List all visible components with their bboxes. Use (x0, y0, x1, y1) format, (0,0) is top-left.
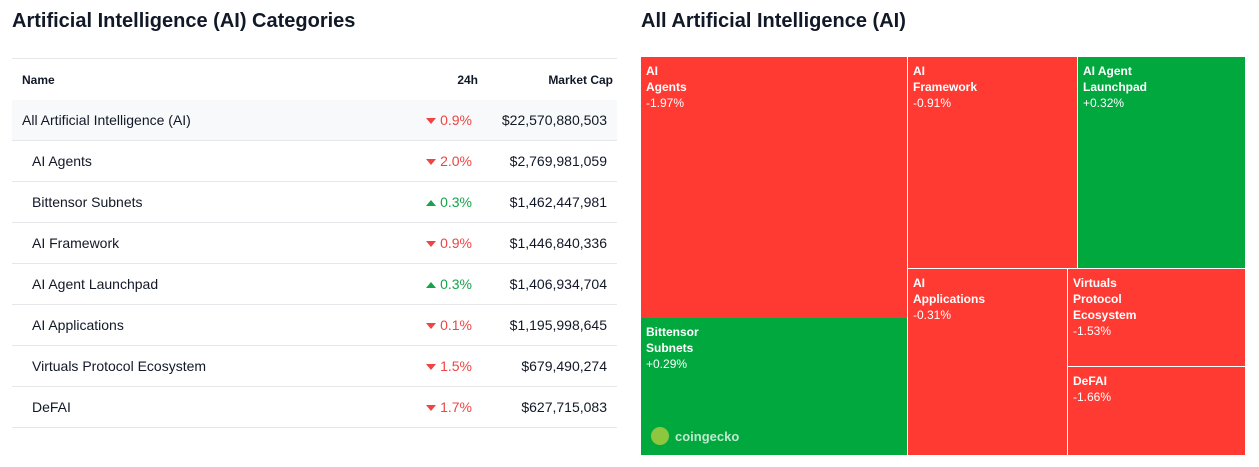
change-arrow (426, 323, 437, 330)
tile-label: Bittensor (646, 325, 699, 339)
change: 0.3% (426, 194, 472, 210)
category-name[interactable]: AI Agents (32, 153, 92, 169)
header-cell[interactable]: 24h (457, 73, 478, 87)
change-arrow (426, 282, 437, 289)
tile-label: Framework (913, 80, 978, 94)
change-value: 0.3% (440, 276, 472, 292)
treemap-tile[interactable]: AI Agent Launchpad +0.32% (1078, 57, 1245, 268)
change: 0.1% (426, 317, 472, 333)
change-arrow (426, 200, 437, 207)
tile-change: -1.66% (1073, 390, 1112, 404)
tile-change: -1.53% (1073, 324, 1112, 338)
change: 0.9% (426, 112, 472, 128)
tile-change: +0.32% (1083, 96, 1125, 110)
change-value: 1.7% (440, 399, 472, 415)
change-value: 0.1% (440, 317, 472, 333)
change: 2.0% (426, 153, 472, 169)
tile-label: Ecosystem (1073, 308, 1137, 322)
tile-label: DeFAI (1073, 374, 1108, 388)
table-row[interactable]: AI Agent Launchpad 0.3% $1,406,934,704 (12, 264, 617, 305)
category-name[interactable]: AI Agent Launchpad (32, 276, 159, 292)
logo (651, 427, 669, 445)
market-cap: $1,406,934,704 (509, 276, 607, 292)
treemap-tile[interactable]: AI Applications -0.31% (908, 269, 1067, 455)
market-cap: $627,715,083 (521, 399, 607, 415)
treemap-tile[interactable]: Bittensor Subnets +0.29% (641, 318, 907, 455)
table-row[interactable]: All Artificial Intelligence (AI) 0.9% $22,… (12, 100, 617, 141)
market-cap: $679,490,274 (521, 358, 607, 374)
tile-label: Launchpad (1083, 80, 1148, 94)
category-name[interactable]: AI Framework (32, 235, 120, 251)
market-cap: $22,570,880,503 (501, 112, 607, 128)
change-value: 0.3% (440, 194, 472, 210)
change-value: 0.9% (440, 235, 472, 251)
change: 1.7% (426, 399, 472, 415)
tile-label: Virtuals (1073, 276, 1117, 290)
table-row[interactable]: AI Agents 2.0% $2,769,981,059 (12, 141, 617, 182)
tile-label: AI (913, 64, 925, 78)
change-value: 1.5% (440, 358, 472, 374)
change-arrow (426, 159, 437, 166)
watermark: coingecko (651, 427, 739, 445)
table-row[interactable]: AI Framework 0.9% $1,446,840,336 (12, 223, 617, 264)
table-row[interactable]: Bittensor Subnets 0.3% $1,462,447,981 (12, 182, 617, 223)
category-name[interactable]: All Artificial Intelligence (AI) (22, 112, 191, 128)
change-arrow (426, 364, 437, 371)
change: 0.9% (426, 235, 472, 251)
category-name[interactable]: Bittensor Subnets (32, 194, 143, 210)
header-cell[interactable]: Market Cap (548, 73, 613, 87)
treemap-tile[interactable]: Virtuals Protocol Ecosystem -1.53% (1068, 269, 1245, 366)
market-cap: $1,446,840,336 (509, 235, 607, 251)
tile-label: Agents (646, 80, 687, 94)
market-cap: $1,462,447,981 (509, 194, 607, 210)
table-row[interactable]: AI Applications 0.1% $1,195,998,645 (12, 305, 617, 346)
tile-change: -1.97% (646, 96, 685, 110)
tile-change: -0.31% (913, 308, 952, 322)
tile-label: Protocol (1073, 292, 1122, 306)
table-header: Name 24h Market Cap (12, 58, 617, 101)
tile-label: Applications (913, 292, 986, 306)
treemap-tile[interactable]: DeFAI -1.66% (1068, 367, 1245, 455)
change-value: 0.9% (440, 112, 472, 128)
treemap-title: All Artificial Intelligence (AI) (641, 10, 906, 32)
tile-change: +0.29% (646, 357, 688, 371)
treemap-tile[interactable]: AI Framework -0.91% (908, 57, 1077, 268)
tile-label: AI (646, 64, 658, 78)
change-arrow (426, 241, 437, 248)
change-value: 2.0% (440, 153, 472, 169)
change: 1.5% (426, 358, 472, 374)
change-arrow (426, 405, 437, 412)
market-cap: $2,769,981,059 (509, 153, 607, 169)
header-cell: Name (22, 73, 55, 87)
category-name[interactable]: Virtuals Protocol Ecosystem (32, 358, 207, 374)
tile-label: Subnets (646, 341, 694, 355)
change-arrow (426, 118, 437, 125)
table-row[interactable]: DeFAI 1.7% $627,715,083 (12, 387, 617, 428)
table-title: Artificial Intelligence (AI) Categories (12, 10, 356, 32)
treemap-tile[interactable]: AI Agents -1.97% (641, 57, 907, 318)
watermark-text: coingecko (675, 428, 740, 444)
tile-change: -0.91% (913, 96, 952, 110)
category-name[interactable]: DeFAI (32, 399, 71, 415)
market-cap: $1,195,998,645 (509, 317, 607, 333)
change: 0.3% (426, 276, 472, 292)
tile-label: AI (913, 276, 925, 290)
table-row[interactable]: Virtuals Protocol Ecosystem 1.5% $679,490,… (12, 346, 617, 387)
tile-label: AI Agent (1083, 64, 1132, 78)
category-name[interactable]: AI Applications (32, 317, 124, 333)
